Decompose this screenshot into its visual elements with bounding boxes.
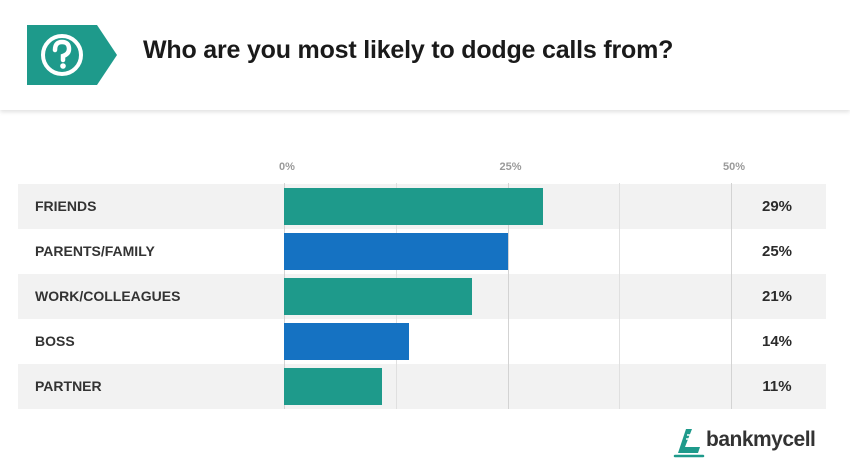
bar [284,233,508,270]
gridline [508,183,509,409]
brand-logo: bankmycell [672,425,832,459]
category-label: FRIENDS [35,198,97,214]
gridline [731,183,732,409]
tick-label: 50% [722,161,746,173]
row-background [18,364,826,409]
brand-name: bankmycell [706,428,816,451]
bar [284,368,382,405]
category-label: WORK/COLLEAGUES [35,288,181,304]
page-title: Who are you most likely to dodge calls f… [143,36,674,64]
bankmycell-logo-icon [673,429,705,458]
gridline [619,183,620,409]
category-label: BOSS [35,333,75,349]
tick-label: 0% [279,161,295,173]
question-mark-icon [27,25,117,85]
bar [284,323,409,360]
bar [284,278,472,315]
category-label: PARENTS/FAMILY [35,243,155,259]
data-label: 11% [762,378,792,395]
data-label: 21% [761,288,793,305]
data-label: 14% [761,333,793,350]
data-label: 29% [761,198,793,215]
bar [284,188,543,225]
row-background [18,319,826,364]
category-label: PARTNER [35,378,102,394]
tick-label: 25% [499,161,522,173]
data-label: 25% [761,243,793,260]
header: Who are you most likely to dodge calls f… [0,0,850,110]
